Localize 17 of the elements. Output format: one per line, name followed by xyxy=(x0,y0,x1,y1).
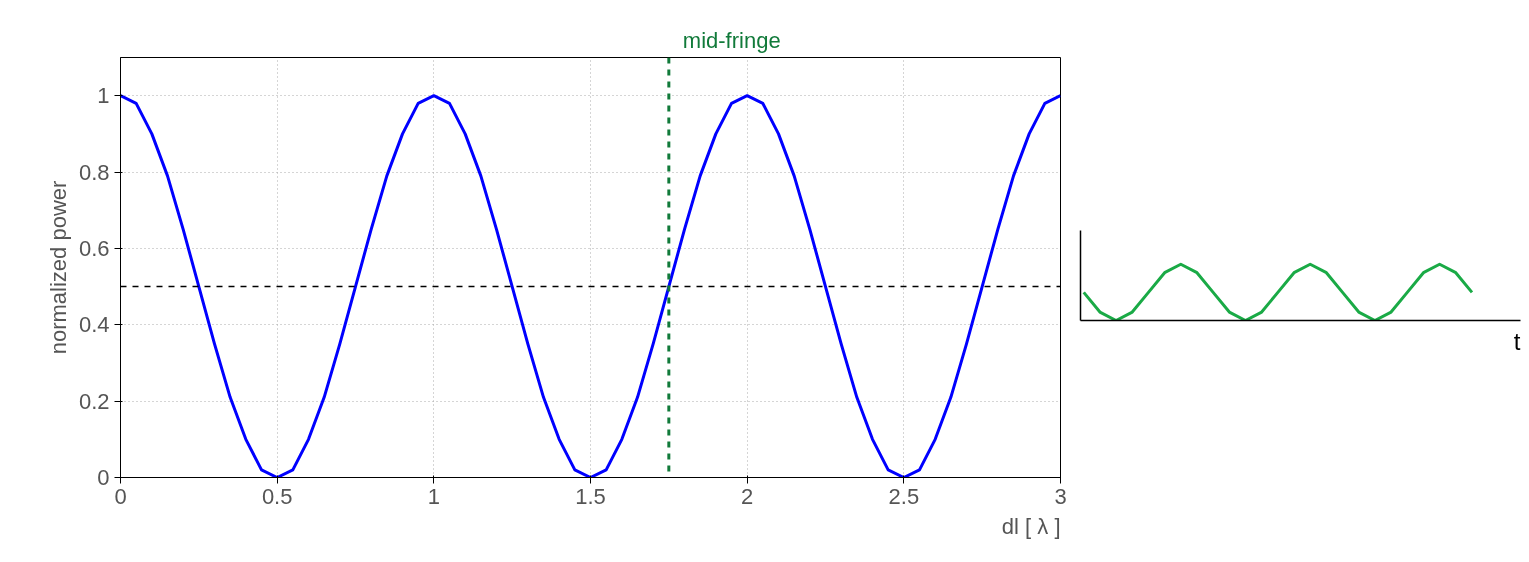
x-tick-label: 3 xyxy=(1054,483,1067,509)
y-tick-label: 0.6 xyxy=(78,235,110,261)
y-tick-label: 1 xyxy=(97,83,110,109)
x-tick-label: 2.5 xyxy=(888,483,920,509)
y-axis-title: normalized power xyxy=(45,180,71,355)
x-axis-title: dl [ λ ] xyxy=(1001,513,1061,539)
x-tick-label: 1 xyxy=(427,483,440,509)
x-tick-label: 1.5 xyxy=(575,483,606,509)
x-tick-label: 2 xyxy=(741,483,754,509)
y-tick-label: 0.8 xyxy=(78,159,110,185)
x-tick-label: 0 xyxy=(114,483,127,509)
y-tick-label: 0.4 xyxy=(78,312,110,338)
x-tick-label: 0.5 xyxy=(261,483,293,509)
ref-line-label: mid-fringe xyxy=(682,27,781,53)
y-tick-label: 0.2 xyxy=(78,388,110,414)
y-tick-label: 0 xyxy=(97,465,110,490)
x-axis-title: t xyxy=(1513,327,1521,355)
